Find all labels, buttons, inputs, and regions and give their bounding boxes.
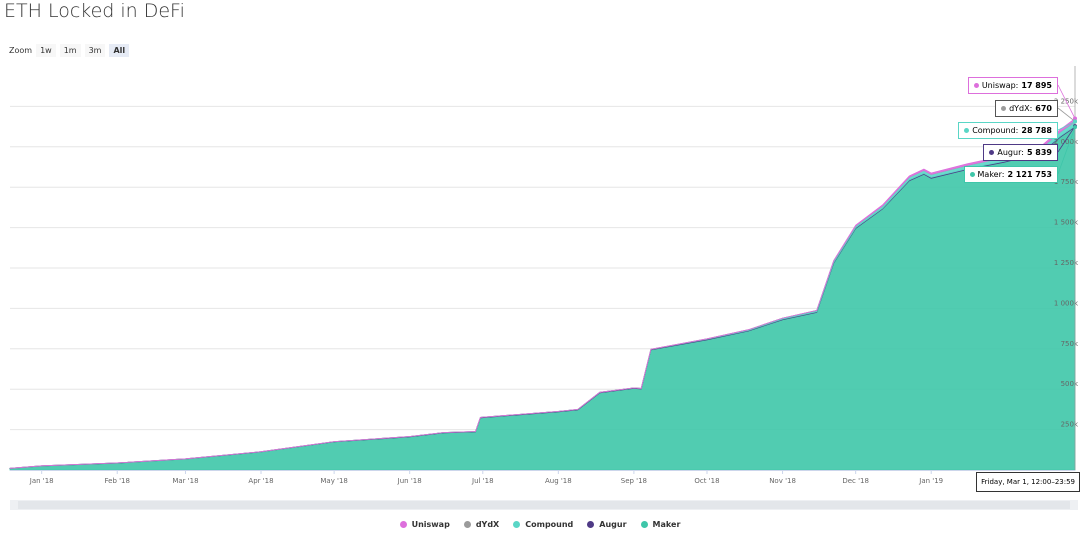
legend-item[interactable]: dYdX bbox=[463, 520, 500, 529]
tooltip-series-name: Augur bbox=[997, 148, 1024, 157]
tooltip-marker bbox=[969, 172, 975, 177]
area bbox=[9, 126, 1076, 471]
tooltip-connector bbox=[1057, 126, 1076, 175]
tooltip: dYdX670 bbox=[995, 100, 1058, 117]
chart-title: ETH Locked in DeFi bbox=[4, 0, 185, 22]
tooltip-series-name: Compound bbox=[972, 126, 1018, 135]
tooltip: Uniswap17 895 bbox=[967, 77, 1058, 94]
legend-label: dYdX bbox=[475, 520, 500, 529]
y-tick-label: 1 750k bbox=[1054, 178, 1079, 186]
tooltip-value: 2 121 753 bbox=[1007, 170, 1052, 179]
zoom-button[interactable]: All bbox=[109, 44, 130, 57]
legend-label: Maker bbox=[652, 520, 681, 529]
point-marker bbox=[1073, 119, 1077, 124]
x-tick-label: Jul '18 bbox=[471, 477, 494, 485]
scrollbar-thumb[interactable] bbox=[18, 501, 1070, 509]
tooltip-connector bbox=[1057, 107, 1076, 122]
tooltip-value: 5 839 bbox=[1026, 148, 1052, 157]
legend-item[interactable]: Uniswap bbox=[399, 520, 450, 529]
tooltip-value: 28 788 bbox=[1021, 126, 1052, 135]
legend-marker bbox=[399, 521, 407, 528]
x-tick-label: Feb '18 bbox=[105, 477, 130, 485]
legend-marker bbox=[640, 521, 648, 528]
zoom-label: Zoom bbox=[9, 46, 33, 55]
tooltip-series-name: dYdX bbox=[1009, 104, 1032, 113]
x-tick-label: Dec '18 bbox=[842, 477, 869, 485]
y-tick-label: 1 000k bbox=[1054, 299, 1079, 307]
legend-marker bbox=[463, 521, 471, 528]
x-tick-label: Nov '18 bbox=[769, 477, 796, 485]
tooltip-marker bbox=[989, 150, 995, 155]
y-tick-label: 1 250k bbox=[1054, 259, 1079, 267]
legend-label: Compound bbox=[525, 520, 574, 529]
tooltip-marker bbox=[1001, 106, 1007, 111]
legend-marker bbox=[513, 521, 521, 528]
tooltip: Maker2 121 753 bbox=[963, 166, 1058, 183]
tooltip-value: 17 895 bbox=[1021, 81, 1052, 90]
x-tick-label: Aug '18 bbox=[545, 477, 572, 485]
x-tick-label: Apr '18 bbox=[248, 477, 273, 485]
y-tick-label: 250k bbox=[1061, 421, 1079, 429]
legend-item[interactable]: Maker bbox=[640, 520, 681, 529]
legend-label: Uniswap bbox=[411, 520, 450, 529]
legend-item[interactable]: Augur bbox=[587, 520, 627, 529]
tooltip-value: 670 bbox=[1035, 104, 1052, 113]
legend-marker bbox=[587, 521, 595, 528]
zoom-button[interactable]: 3m bbox=[84, 44, 106, 57]
x-tick-label: Oct '18 bbox=[694, 477, 719, 485]
legend-label: Augur bbox=[599, 520, 627, 529]
y-tick-label: 1 500k bbox=[1054, 219, 1079, 227]
point-marker bbox=[1073, 116, 1077, 121]
tooltip-marker bbox=[964, 128, 970, 133]
x-tick-label: Jan '19 bbox=[918, 477, 943, 485]
tooltip-series-name: Uniswap bbox=[982, 81, 1019, 90]
zoom-button[interactable]: 1w bbox=[36, 44, 56, 57]
zoom-bar: Zoom 1w 1m 3m All bbox=[9, 44, 130, 57]
zoom-button[interactable]: 1m bbox=[59, 44, 81, 57]
x-tick-label: Jun '18 bbox=[397, 477, 422, 485]
legend-item[interactable]: Compound bbox=[513, 520, 573, 529]
y-tick-label: 750k bbox=[1061, 340, 1079, 348]
tooltip: Augur5 839 bbox=[983, 144, 1058, 161]
tooltip: Compound28 788 bbox=[958, 122, 1058, 139]
y-tick-label: 500k bbox=[1061, 380, 1079, 388]
x-tick-label: Mar '18 bbox=[172, 477, 198, 485]
x-tick-label: May '18 bbox=[320, 477, 348, 485]
y-tick-label: 2 000k bbox=[1054, 138, 1079, 146]
point-marker bbox=[1073, 125, 1077, 130]
tooltip-series-name: Maker bbox=[978, 170, 1005, 179]
tooltip-date: Friday, Mar 1, 12:00–23:59 bbox=[976, 472, 1080, 492]
tooltip-connector bbox=[1057, 121, 1076, 131]
x-tick-label: Jan '18 bbox=[29, 477, 54, 485]
x-tick-label: Sep '18 bbox=[621, 477, 647, 485]
tooltip-marker bbox=[973, 83, 979, 88]
tooltip-connector bbox=[1057, 84, 1076, 119]
tooltip-connector bbox=[1057, 125, 1076, 153]
legend: Uniswap dYdX Compound Augur Maker bbox=[0, 520, 1080, 529]
